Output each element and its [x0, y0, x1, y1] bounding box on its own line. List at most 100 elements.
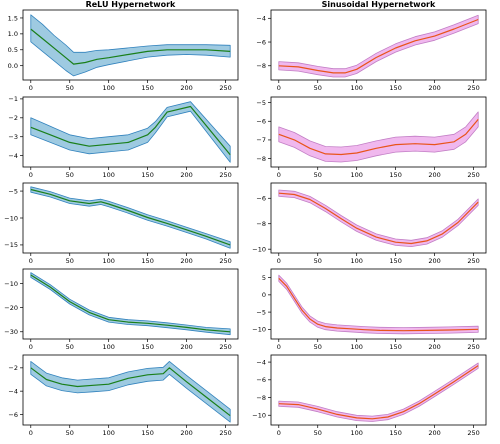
x-tick-label: 0	[29, 257, 33, 265]
mean-line	[278, 119, 479, 156]
x-tick-label: 0	[277, 429, 281, 437]
x-tick-label: 250	[219, 429, 231, 437]
y-tick-label: −8	[256, 155, 266, 163]
x-tick-label: 200	[428, 343, 440, 351]
subplot-relu-1: 0 50 100 150 200 250 −4 −3 −2 −1	[8, 95, 239, 179]
mean-line	[278, 192, 479, 245]
confidence-band	[30, 101, 231, 163]
x-tick-label: 100	[350, 343, 362, 351]
x-tick-label: 250	[219, 84, 231, 92]
confidence-band	[278, 111, 479, 163]
subplot-sin-0: 0 50 100 150 200 250 −8 −6 −4 Sinusoidal Hypernet…	[256, 0, 487, 92]
confidence-band	[30, 186, 231, 249]
y-tick-label: 5	[262, 274, 266, 282]
axes-frame	[270, 182, 487, 254]
x-tick-label: 150	[389, 343, 401, 351]
axes-frame	[270, 268, 487, 340]
confidence-band	[278, 362, 479, 422]
y-tick-label: −4	[256, 15, 266, 23]
y-tick-label: −10	[4, 214, 18, 222]
confidence-band	[278, 274, 479, 335]
x-tick-label: 100	[102, 84, 114, 92]
x-tick-label: 100	[102, 257, 114, 265]
x-tick-label: 200	[180, 84, 192, 92]
x-tick-label: 50	[66, 429, 74, 437]
x-tick-label: 150	[141, 171, 153, 179]
x-tick-label: 0	[29, 171, 33, 179]
y-tick-label: −2	[8, 114, 18, 122]
mean-line	[278, 18, 479, 74]
subplot-title: Sinusoidal Hypernetwork	[322, 0, 436, 9]
x-tick-label: 100	[350, 429, 362, 437]
axes-frame	[270, 96, 487, 168]
subplot-relu-4: 0 50 100 150 200 250 −6 −4 −2	[8, 354, 239, 437]
y-tick-label: 0.0	[8, 62, 18, 70]
x-tick-label: 200	[180, 343, 192, 351]
x-tick-label: 50	[314, 171, 322, 179]
y-tick-label: −4	[8, 387, 18, 395]
y-tick-label: −8	[256, 220, 266, 228]
x-tick-label: 150	[389, 257, 401, 265]
x-tick-label: 0	[277, 171, 281, 179]
y-tick-label: −8	[256, 62, 266, 70]
x-tick-label: 150	[141, 257, 153, 265]
y-tick-label: −5	[256, 308, 266, 316]
x-tick-label: 150	[389, 429, 401, 437]
y-tick-label: −6	[256, 376, 266, 384]
subplot-sin-3: 0 50 100 150 200 250 −10 −5 0 5	[252, 268, 487, 351]
x-tick-label: 50	[66, 84, 74, 92]
x-tick-label: 50	[314, 429, 322, 437]
confidence-band	[30, 14, 231, 77]
x-tick-label: 150	[389, 84, 401, 92]
x-tick-label: 150	[141, 429, 153, 437]
y-tick-label: −7	[256, 136, 266, 144]
y-tick-label: −10	[4, 280, 18, 288]
axes-frame	[22, 96, 239, 168]
x-tick-label: 0	[29, 84, 33, 92]
x-tick-label: 0	[277, 343, 281, 351]
mean-line	[30, 188, 231, 246]
x-tick-label: 200	[180, 171, 192, 179]
y-tick-label: −6	[256, 118, 266, 126]
confidence-band	[278, 14, 479, 78]
confidence-band	[30, 272, 231, 336]
y-tick-label: −6	[8, 411, 18, 419]
x-tick-label: 200	[180, 257, 192, 265]
x-tick-label: 150	[141, 84, 153, 92]
x-tick-label: 50	[314, 343, 322, 351]
x-tick-label: 250	[467, 257, 479, 265]
x-tick-label: 250	[219, 257, 231, 265]
x-tick-label: 250	[467, 343, 479, 351]
subplot-sin-2: 0 50 100 150 200 250 −10 −8 −6	[252, 182, 487, 265]
x-tick-label: 0	[277, 84, 281, 92]
axes-frame	[22, 9, 239, 81]
subplot-relu-2: 0 50 100 150 200 250 −15 −10 −5	[4, 182, 239, 265]
x-tick-label: 150	[141, 343, 153, 351]
y-tick-label: −6	[256, 38, 266, 46]
mean-line	[30, 274, 231, 333]
axes-frame	[22, 268, 239, 340]
x-tick-label: 50	[66, 257, 74, 265]
y-tick-label: 0.5	[8, 46, 18, 54]
x-tick-label: 100	[102, 429, 114, 437]
x-tick-label: 50	[314, 257, 322, 265]
axes-frame	[270, 9, 487, 81]
y-tick-label: −30	[4, 328, 18, 336]
x-tick-label: 100	[350, 84, 362, 92]
subplot-sin-4: 0 50 100 150 200 250 −10 −8 −6 −4	[252, 354, 487, 437]
y-tick-label: −5	[8, 187, 18, 195]
y-tick-label: −1	[8, 95, 18, 103]
mean-line	[278, 277, 479, 332]
x-tick-label: 0	[29, 343, 33, 351]
subplot-title: ReLU Hypernetwork	[86, 0, 176, 9]
axes-frame	[22, 354, 239, 426]
y-tick-label: −6	[256, 195, 266, 203]
y-tick-label: −8	[256, 394, 266, 402]
x-tick-label: 100	[350, 257, 362, 265]
x-tick-label: 250	[467, 171, 479, 179]
y-tick-label: −5	[256, 99, 266, 107]
subplot-sin-1: 0 50 100 150 200 250 −8 −7 −6 −5	[256, 96, 487, 179]
x-tick-label: 200	[428, 84, 440, 92]
x-tick-label: 0	[277, 257, 281, 265]
